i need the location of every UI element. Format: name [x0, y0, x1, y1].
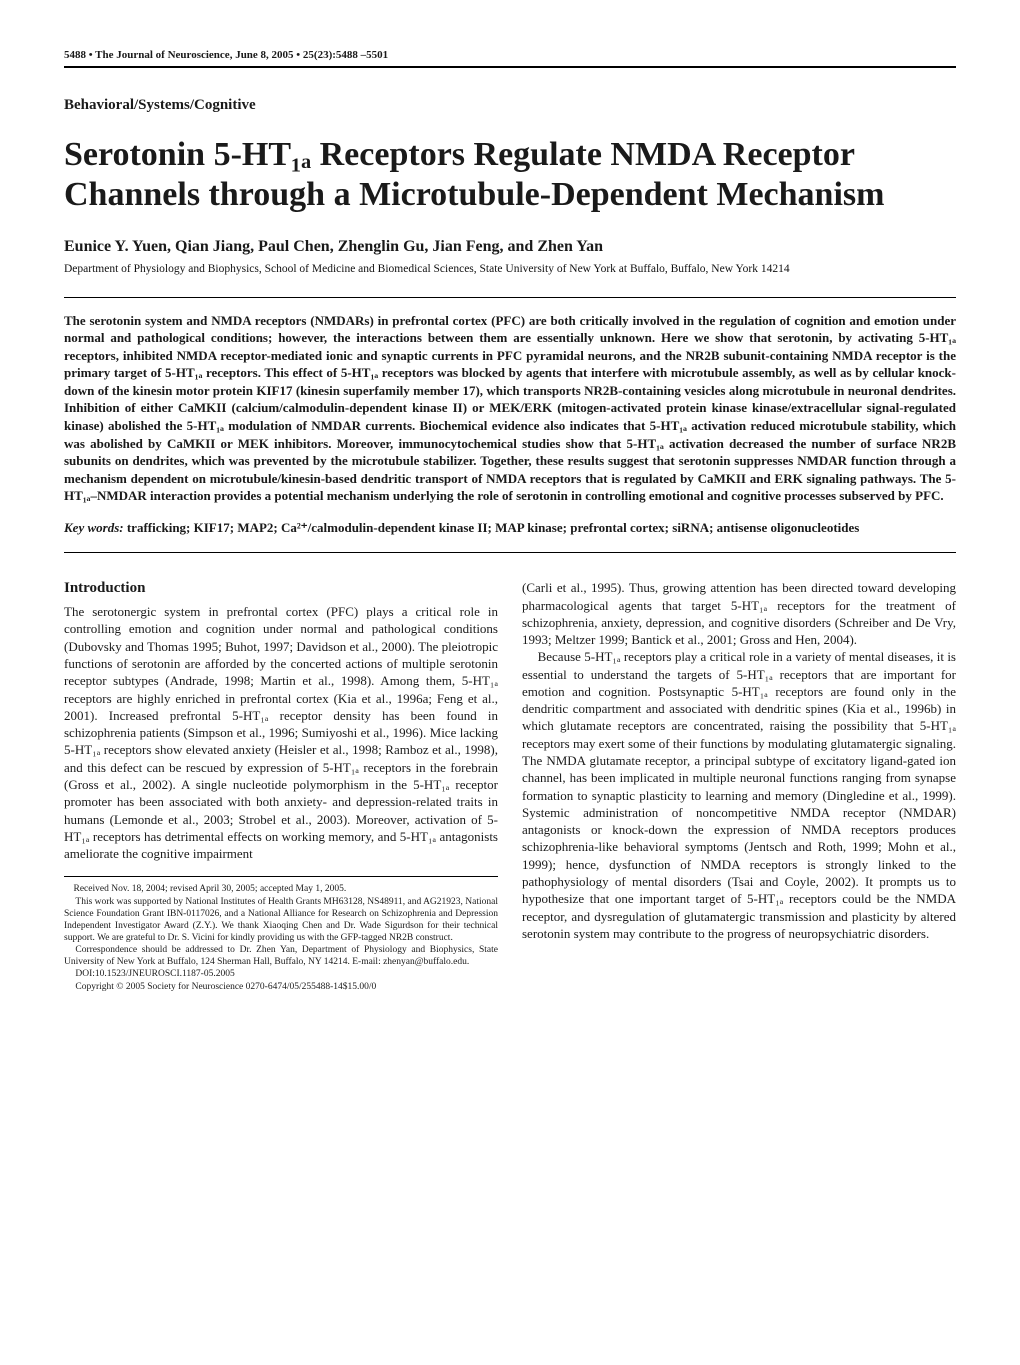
right-col-p1: (Carli et al., 1995). Thus, growing atte… — [522, 579, 956, 648]
footnote-received: Received Nov. 18, 2004; revised April 30… — [64, 883, 498, 895]
footnote-funding: This work was supported by National Inst… — [64, 896, 498, 945]
abstract-text: The serotonin system and NMDA receptors … — [64, 312, 956, 505]
section-label: Behavioral/Systems/Cognitive — [64, 96, 956, 115]
abstract-block: The serotonin system and NMDA receptors … — [64, 297, 956, 554]
keywords-label: Key words: — [64, 520, 124, 535]
running-header: 5488 • The Journal of Neuroscience, June… — [64, 48, 956, 68]
right-column: (Carli et al., 1995). Thus, growing atte… — [522, 579, 956, 993]
author-list: Eunice Y. Yuen, Qian Jiang, Paul Chen, Z… — [64, 237, 956, 257]
article-title: Serotonin 5-HT₁ₐ Receptors Regulate NMDA… — [64, 135, 956, 215]
introduction-heading: Introduction — [64, 579, 498, 599]
left-col-p1: The serotonergic system in prefrontal co… — [64, 603, 498, 862]
running-header-left: 5488 • The Journal of Neuroscience, June… — [64, 48, 388, 62]
footnote-correspondence: Correspondence should be addressed to Dr… — [64, 944, 498, 968]
right-col-p2: Because 5-HT₁ₐ receptors play a critical… — [522, 648, 956, 942]
affiliation: Department of Physiology and Biophysics,… — [64, 262, 956, 277]
footnotes-block: Received Nov. 18, 2004; revised April 30… — [64, 876, 498, 992]
body-columns: Introduction The serotonergic system in … — [64, 579, 956, 993]
footnote-copyright: Copyright © 2005 Society for Neuroscienc… — [64, 981, 498, 993]
footnote-doi: DOI:10.1523/JNEUROSCI.1187-05.2005 — [64, 968, 498, 980]
keywords-text: trafficking; KIF17; MAP2; Ca²⁺/calmoduli… — [124, 520, 860, 535]
keywords-line: Key words: trafficking; KIF17; MAP2; Ca²… — [64, 519, 956, 537]
left-column: Introduction The serotonergic system in … — [64, 579, 498, 993]
